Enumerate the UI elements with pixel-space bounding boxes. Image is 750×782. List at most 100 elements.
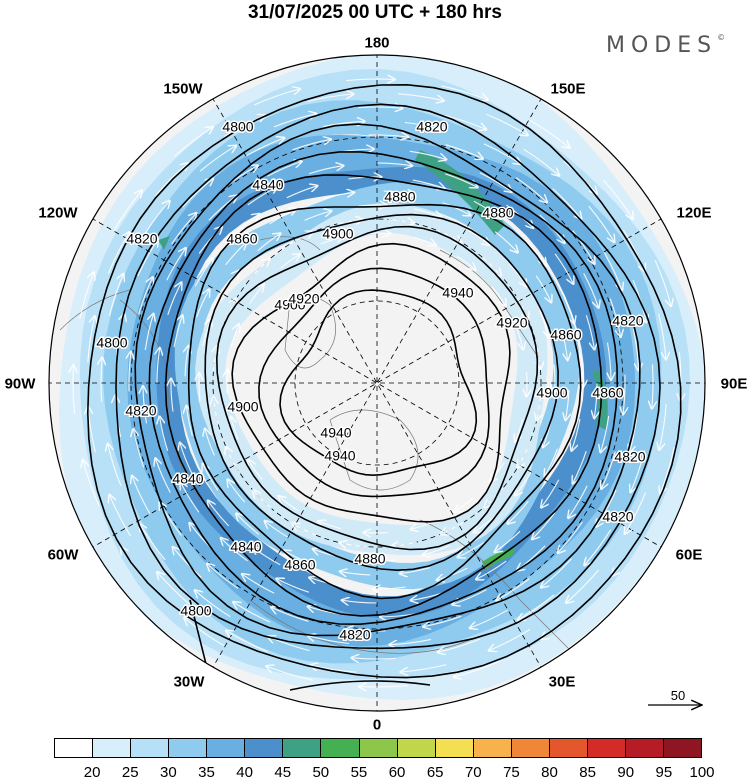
contour-label: 4820 [614,449,645,465]
colorbar-tick-label: 75 [503,764,520,781]
height-contour [187,203,582,600]
colorbar-cell [587,739,626,757]
streamline-arrow [230,324,239,348]
streamline-arrow [594,383,597,418]
jet-core-patch [482,548,515,570]
streamline-arrow [242,574,275,594]
streamline-arrow [515,177,547,203]
wind-streamlines [73,79,681,687]
colorbar-tick-label: 40 [236,764,253,781]
height-contour [215,225,539,551]
streamline-arrow [196,289,210,318]
lon-label-150e: 150E [550,80,586,98]
streamline-arrow [652,364,653,408]
reference-vector-value: 50 [670,688,686,703]
streamline-arrow [508,500,529,524]
streamline-arrow [184,618,225,647]
colorbar-tick-label: 90 [617,764,635,781]
streamline-arrow [524,239,546,265]
streamline-arrow [358,205,386,206]
contour-label: 4880 [482,205,513,221]
streamline-arrow [490,462,505,481]
height-contour [115,103,661,650]
streamline-arrow [108,274,123,316]
colorbar-cell [283,739,322,757]
lon-label-180: 180 [364,34,390,52]
colorbar-tick-label: 20 [83,764,101,781]
streamline-arrow [173,127,213,157]
streamline-arrow [246,138,285,157]
streamline-arrow [438,638,481,652]
streamline-arrow [654,259,671,306]
contour-label: 4940 [442,285,473,301]
colorbar-tick-label: 100 [689,764,715,781]
streamline-arrow [226,447,239,471]
streamline-arrow [658,313,666,360]
streamline-arrow [340,571,371,575]
streamline-arrow [494,231,518,253]
streamline-arrow [566,569,600,603]
colorbar-tick-label: 30 [160,764,177,781]
brand-text: MODES [606,33,718,58]
lon-label-120e: 120E [676,204,712,222]
colorbar-tick-label: 95 [655,764,673,781]
streamline-arrow [554,364,555,392]
contour-label: 4820 [126,231,157,247]
contour-label: 4880 [354,551,385,567]
height-contour [289,680,431,691]
colorbar-cell [359,739,398,757]
colorbar-cell [169,739,208,757]
streamline-arrow [423,545,450,556]
colorbar-tick-label: 70 [464,764,482,781]
streamline-arrow [143,386,147,424]
streamline-arrow [140,524,166,561]
colorbar-cell [664,739,702,757]
colorbar-cell [321,739,360,757]
streamline-arrow [83,460,100,507]
lon-label-60e: 60E [675,546,703,564]
streamline-arrow [445,173,477,188]
colorbar-tick-label: 50 [312,764,330,781]
streamline-arrow [515,471,532,495]
contour-label: 4860 [592,385,623,401]
streamline-arrow [340,543,366,547]
streamline-arrow [518,594,555,621]
streamline-arrow [207,564,239,589]
colorbar-cell [549,739,588,757]
streamline-arrow [309,166,343,175]
streamline-arrow [473,200,502,219]
coastline [329,409,419,491]
streamline-arrow [554,253,573,284]
colorbar-cell [131,739,170,757]
streamline-arrow [404,121,446,131]
streamline-arrow [221,538,248,562]
streamline-arrow [157,572,191,606]
streamline-arrow [508,263,526,287]
streamline-arrow [609,298,621,337]
streamline-arrow [266,666,314,681]
streamline-arrow [198,227,222,254]
colorbar-tick-label: 60 [388,764,406,781]
streamline-arrow [440,85,488,100]
streamline-arrow [409,150,446,159]
colorbar-cell [55,739,94,757]
streamline-arrow [388,219,414,223]
lon-label-90e: 90E [720,375,748,393]
streamline-arrow [214,397,218,423]
streamline-arrow [529,119,570,148]
streamline-arrow [195,590,231,618]
contour-label: 4820 [612,313,643,329]
streamline-arrow [539,310,550,338]
streamline-arrow [441,521,465,534]
contour-label: 4880 [384,189,415,205]
contour-label: 4820 [416,119,447,135]
streamline-arrow [541,479,560,508]
streamline-arrow [342,600,377,603]
contour-label: 4840 [230,539,261,555]
contour-label: 4820 [602,509,633,525]
streamline-arrow [552,188,582,220]
streamline-arrow [532,512,556,540]
streamline-arrow [180,443,193,474]
streamline-arrow [526,372,527,396]
contour-label: 4800 [180,603,211,619]
